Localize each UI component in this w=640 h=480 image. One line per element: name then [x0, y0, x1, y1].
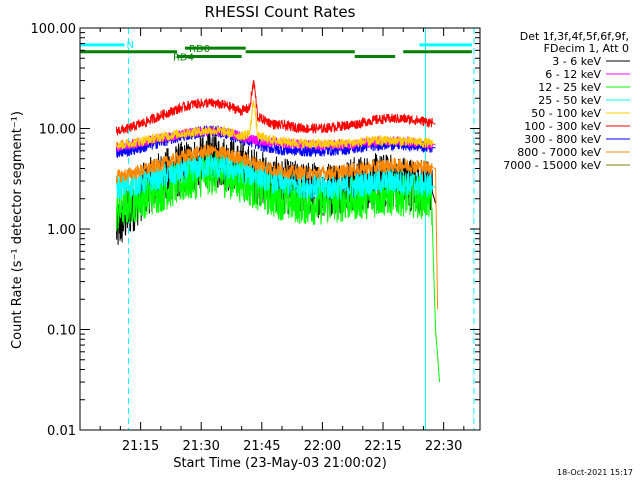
state-label-n: N	[126, 40, 133, 51]
legend-label-25-50-kev: 25 - 50 keV	[538, 94, 601, 107]
chart-title: RHESSI Count Rates	[205, 3, 356, 21]
legend-header-line-2: FDecim 1, Att 0	[544, 42, 629, 55]
legend-label-300-800-kev: 300 - 800 keV	[524, 133, 601, 146]
legend-label-12-25-kev: 12 - 25 keV	[538, 81, 601, 94]
x-tick-label-21-15: 21:15	[122, 439, 159, 454]
y-tick-label-1-00: 1.00	[47, 223, 76, 238]
legend-label-50-100-kev: 50 - 100 keV	[531, 107, 601, 120]
legend-header-line-1: Det 1f,3f,4f,5f,6f,9f,	[520, 30, 629, 43]
legend-label-7000-15000-kev: 7000 - 15000 keV	[503, 159, 601, 172]
series-line-50-100-kev	[115, 100, 436, 150]
legend-label-800-7000-kev: 800 - 7000 keV	[517, 146, 601, 159]
legend-label-3-6-kev: 3 - 6 keV	[552, 55, 601, 68]
y-axis: 100.00 10.00 1.00 0.10 0.01	[31, 22, 480, 439]
series-line-25-50-kev	[115, 154, 436, 201]
footer-timestamp: 18-Oct-2021 15:17	[557, 468, 633, 477]
series-line-100-300-kev	[115, 80, 436, 136]
series-line-800-7000-kev	[115, 144, 439, 310]
legend: Det 1f,3f,4f,5f,6f,9f,FDecim 1, Att 03 -…	[503, 30, 630, 172]
x-tick-label-21-45: 21:45	[243, 439, 280, 454]
y-tick-label-0-01: 0.01	[47, 424, 76, 439]
x-tick-label-22-15: 22:15	[364, 439, 401, 454]
x-tick-label-22-30: 22:30	[425, 439, 462, 454]
x-tick-label-21-30: 21:30	[182, 439, 219, 454]
y-axis-label: Count Rate (s⁻¹ detector segment⁻¹)	[10, 111, 25, 349]
x-tick-label-22-00: 22:00	[304, 439, 341, 454]
y-tick-label-10-00: 10.00	[39, 123, 76, 138]
state-label-rd0: RD0	[189, 44, 210, 55]
x-axis: 21:15 21:30 21:45 22:00 22:15 22:30	[99, 28, 465, 454]
legend-label-6-12-kev: 6 - 12 keV	[545, 68, 601, 81]
state-label-rd4: RD4	[173, 53, 194, 64]
x-axis-label: Start Time (23-May-03 21:00:02)	[173, 456, 387, 471]
y-tick-label-0-10: 0.10	[47, 324, 76, 339]
y-tick-label-100-00: 100.00	[31, 22, 77, 37]
legend-label-100-300-kev: 100 - 300 keV	[524, 120, 601, 133]
